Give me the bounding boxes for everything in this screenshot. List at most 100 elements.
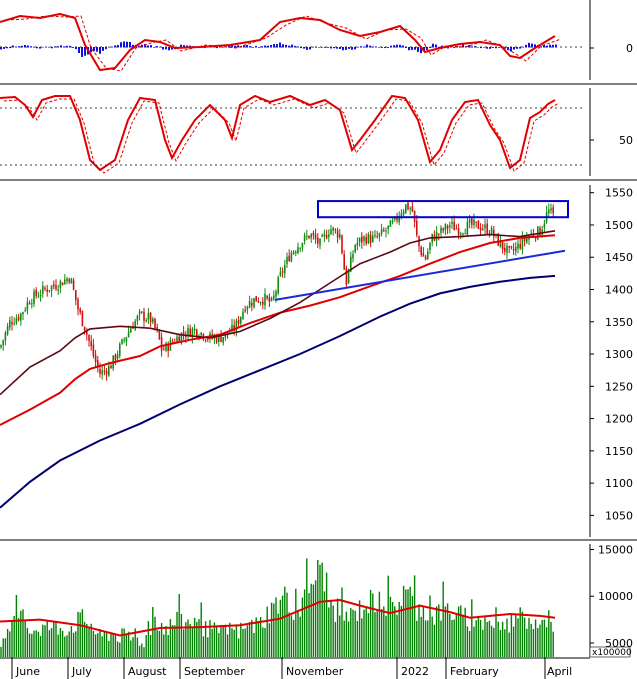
macd-histogram-bar	[321, 47, 323, 48]
volume-bar	[424, 620, 427, 657]
volume-bars	[0, 558, 554, 657]
volume-bar	[365, 606, 367, 657]
macd-histogram-bar	[27, 45, 29, 48]
x-tick-label: 2022	[401, 665, 429, 678]
volume-bar	[2, 638, 4, 657]
candle-body	[152, 318, 154, 322]
price-panel	[0, 199, 569, 509]
candle-body	[365, 237, 367, 244]
candle-body	[427, 251, 429, 259]
candle-body	[257, 301, 260, 303]
macd-histogram-bar	[273, 44, 275, 48]
candle-body	[405, 204, 407, 213]
volume-bar	[539, 624, 541, 657]
volume-bar	[174, 625, 176, 657]
volume-bar	[490, 625, 493, 657]
macd-histogram-bar	[222, 46, 224, 48]
macd-histogram-bar	[216, 47, 218, 49]
volume-bar	[545, 627, 548, 657]
macd-histogram-bar	[330, 47, 332, 49]
candle-body	[244, 309, 246, 312]
volume-bar	[222, 626, 224, 657]
stochastic-panel	[0, 94, 585, 174]
volume-bar	[446, 603, 449, 657]
macd-histogram-bar	[495, 47, 497, 49]
candle-body	[121, 339, 123, 344]
macd-histogram-bar	[375, 46, 377, 48]
volume-bar	[15, 595, 18, 657]
macd-histogram-bar	[429, 47, 431, 48]
macd-histogram-bar	[318, 47, 320, 48]
candle-body	[444, 224, 447, 231]
volume-bar	[299, 616, 301, 657]
candle-body	[9, 320, 11, 328]
candle-body	[438, 233, 440, 235]
candle-body	[44, 287, 46, 289]
volume-bar	[405, 589, 407, 657]
macd-histogram-bar	[60, 45, 62, 48]
volume-bar	[211, 628, 213, 657]
candle-body	[6, 326, 9, 335]
volume-bar	[290, 615, 293, 657]
x-tick-label: November	[286, 665, 344, 678]
candle-body	[462, 233, 464, 235]
macd-histogram-bar	[57, 46, 59, 48]
volume-bar	[475, 620, 477, 657]
candle-body	[75, 290, 77, 301]
candle-body	[24, 309, 26, 311]
macd-histogram-bar	[297, 46, 299, 48]
volume-bar	[143, 647, 145, 657]
candle-body	[266, 295, 268, 299]
volume-bar	[152, 607, 154, 657]
volume-bar	[0, 646, 2, 657]
volume-bar	[383, 606, 385, 657]
candle-body	[264, 293, 266, 306]
candle-body	[486, 223, 488, 234]
macd-histogram-bar	[540, 46, 542, 48]
volume-bar	[176, 611, 178, 657]
volume-bar	[361, 618, 363, 657]
candle-body	[262, 301, 264, 305]
macd-histogram-bar	[255, 45, 257, 48]
candle-body	[136, 315, 139, 322]
candle-body	[160, 337, 163, 351]
volume-bar	[70, 626, 73, 657]
macd-histogram-bar	[108, 46, 110, 48]
candle-body	[310, 234, 312, 238]
volume-bar	[358, 600, 361, 657]
volume-bar	[493, 627, 495, 657]
candle-body	[204, 339, 207, 341]
candle-body	[64, 279, 66, 284]
macd-histogram-bar	[459, 46, 461, 48]
volume-bar	[495, 607, 497, 657]
candle-body	[477, 220, 480, 229]
volume-bar	[253, 632, 255, 657]
candle-body	[55, 285, 57, 290]
candle-body	[169, 340, 172, 351]
volume-bar	[158, 630, 161, 657]
volume-bar	[526, 628, 528, 657]
volume-bar	[145, 635, 147, 657]
candle-body	[350, 256, 352, 272]
candle-body	[453, 221, 455, 231]
candle-body	[119, 344, 121, 356]
macd-histogram-bar	[171, 47, 173, 50]
macd-histogram-bar	[261, 46, 263, 48]
volume-bar	[81, 609, 84, 657]
volume-bar	[226, 634, 229, 657]
candle-body	[156, 327, 158, 330]
volume-bar	[77, 611, 79, 657]
volume-bar	[372, 593, 374, 657]
macd-histogram-bar	[414, 47, 416, 50]
ma-fast-line	[0, 230, 556, 396]
x-axis-labels: June July August September November 2022 Febru…	[15, 665, 572, 678]
candle-body	[286, 256, 288, 265]
macd-histogram-bar	[306, 47, 308, 50]
candle-body	[440, 227, 442, 234]
macd-histogram-bar	[507, 47, 509, 51]
stoch-d-line	[3, 98, 560, 174]
macd-histogram-bar	[270, 45, 272, 48]
macd-histogram-bar	[405, 47, 407, 48]
candle-body	[163, 349, 165, 351]
